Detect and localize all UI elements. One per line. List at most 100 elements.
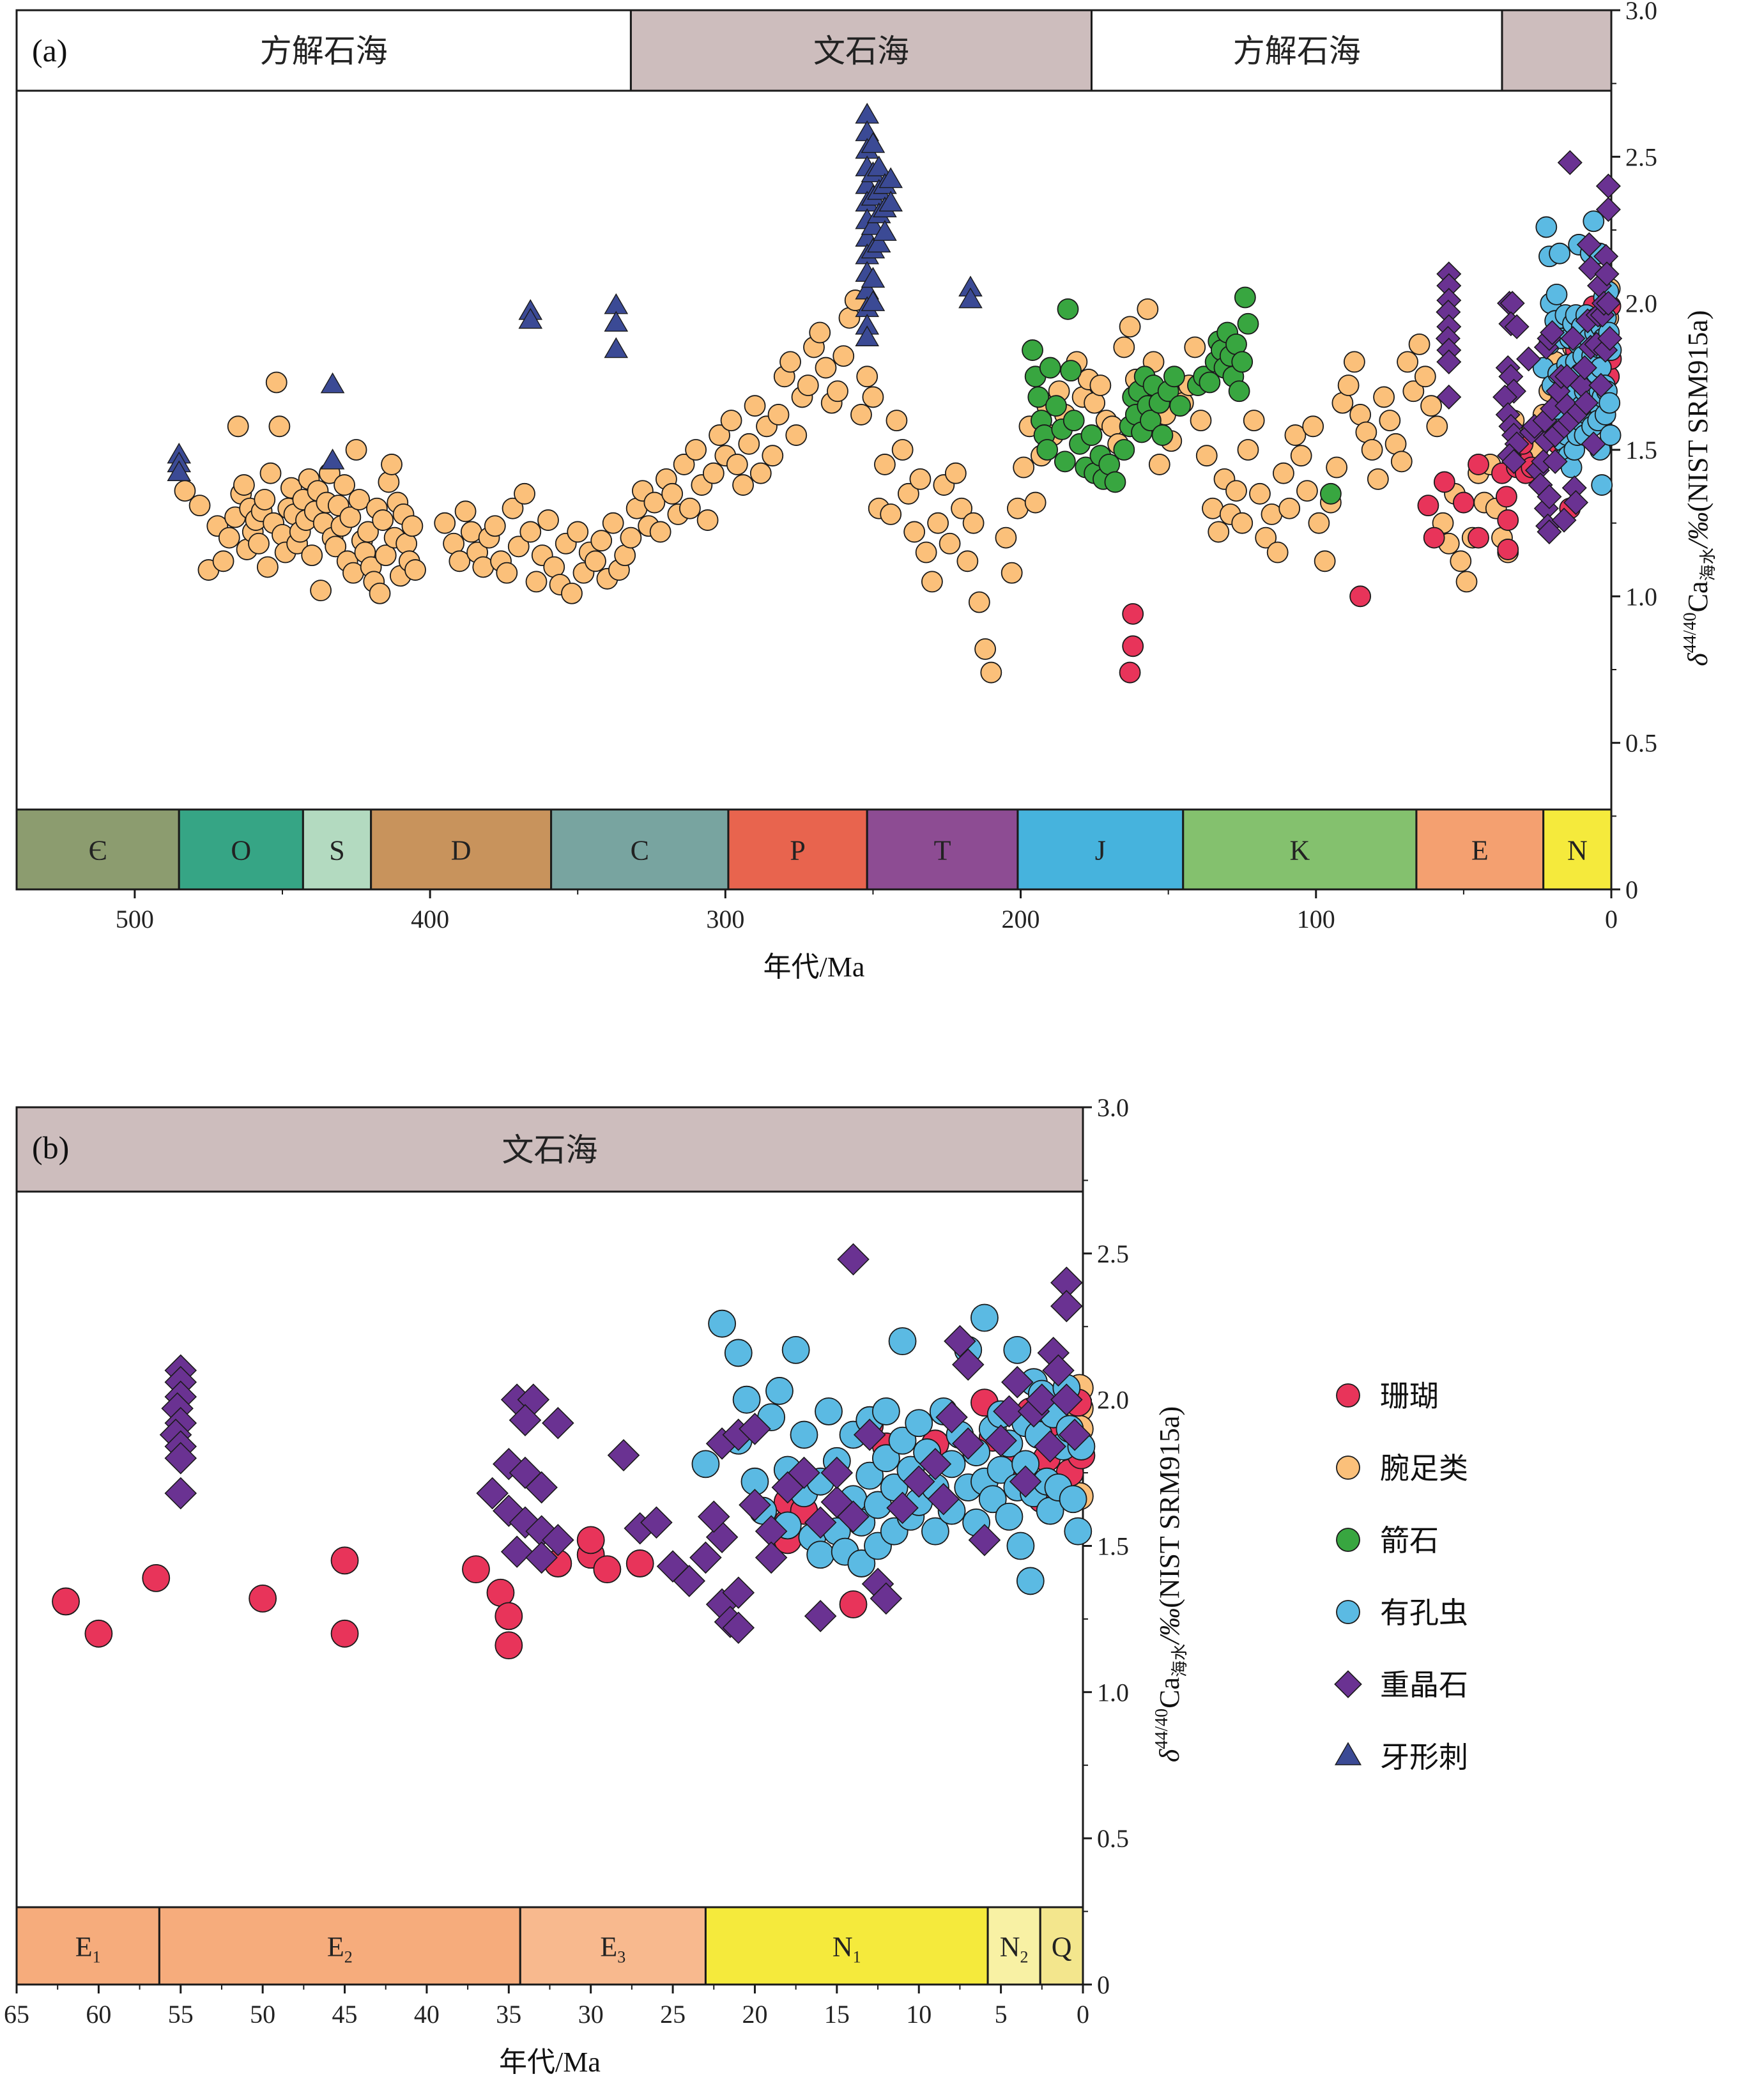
period-label: J <box>1095 835 1106 866</box>
data-point <box>1022 339 1043 361</box>
sea-band <box>1090 9 1503 92</box>
data-point <box>602 512 624 534</box>
data-point <box>188 495 211 517</box>
sea-bands: 方解石海 文石海 方解石海 <box>15 9 1613 92</box>
data-point <box>1199 371 1221 394</box>
data-point <box>525 571 548 593</box>
data-point <box>1468 526 1489 549</box>
data-point <box>861 214 886 235</box>
data-point <box>164 1477 197 1510</box>
data-point <box>1148 454 1170 475</box>
data-point <box>496 562 518 584</box>
data-point <box>1266 541 1289 564</box>
data-point <box>607 1439 640 1471</box>
data-point <box>779 351 801 373</box>
x-tick-label: 25 <box>660 2000 686 2029</box>
x-tick-label: 20 <box>742 2000 767 2029</box>
data-point <box>1025 1383 1059 1416</box>
y-axis-label: δ44/40Ca海水/‰(NIST SRM915a) <box>1680 310 1718 666</box>
data-point <box>301 544 323 567</box>
data-point <box>1450 550 1472 572</box>
data-point <box>1361 439 1383 461</box>
data-point <box>866 155 891 176</box>
x-tick-label: 30 <box>578 2000 604 2029</box>
sea-band-label: 方解石海 <box>260 33 388 69</box>
data-point <box>891 439 914 461</box>
data-point <box>951 497 973 519</box>
data-point <box>1537 484 1562 509</box>
data-point <box>1468 454 1489 475</box>
data-point <box>915 541 937 564</box>
data-point <box>1190 410 1212 432</box>
data-point <box>320 449 345 470</box>
data-point <box>909 468 932 490</box>
x-tick-label: 45 <box>332 2000 358 2029</box>
data-point <box>1402 380 1425 403</box>
data-point <box>827 380 848 403</box>
data-point <box>797 374 819 396</box>
data-point <box>1080 424 1103 446</box>
data-point <box>738 433 760 455</box>
y-tick-label: 2.5 <box>1625 142 1657 171</box>
data-point <box>878 167 903 188</box>
data-point <box>576 1526 605 1555</box>
x-axis: 500 400 300 200 100 0 年代/Ma <box>116 889 1618 983</box>
data-point <box>1563 490 1589 516</box>
data-point <box>978 1485 1007 1514</box>
data-point <box>1452 491 1475 514</box>
data-point <box>837 1243 870 1276</box>
series-牙形刺 <box>167 102 983 481</box>
x-tick-label: 10 <box>906 2000 932 2029</box>
data-point <box>1326 456 1348 479</box>
data-point <box>484 515 506 537</box>
data-point <box>861 132 886 153</box>
data-point <box>679 497 701 519</box>
data-point <box>1273 462 1294 484</box>
data-point <box>1089 374 1112 396</box>
data-point <box>1501 449 1526 474</box>
data-point <box>873 220 897 241</box>
x-axis-label: 年代/Ma <box>763 951 865 983</box>
data-point <box>1574 390 1599 416</box>
data-point <box>1006 1532 1035 1560</box>
y-tick-label: 3.0 <box>1097 1093 1129 1122</box>
data-point <box>874 454 896 475</box>
data-point <box>685 439 707 461</box>
period-box <box>158 1906 521 1986</box>
y-axis: 0 0.5 1.0 1.5 2.0 2.5 3.0 δ44/40Ca海水/‰(NIST SRM… <box>1083 1093 1190 1999</box>
data-point <box>697 1500 730 1533</box>
y-axis: 0 0.5 1.0 1.5 2.0 2.5 3.0 δ44/40Ca海水/‰(NIST SRM… <box>1611 0 1718 904</box>
data-point <box>902 1465 935 1498</box>
data-point <box>886 410 908 432</box>
data-point <box>493 1448 525 1480</box>
x-tick-label: 50 <box>250 2000 275 2029</box>
data-point <box>320 372 345 394</box>
data-point <box>212 550 234 572</box>
y-axis-label: δ44/40Ca海水/‰(NIST SRM915a) <box>1152 1406 1190 1762</box>
data-point <box>462 1555 490 1584</box>
data-point <box>625 1549 654 1578</box>
data-point <box>1414 365 1436 388</box>
data-point <box>1436 349 1462 374</box>
data-point <box>1551 507 1577 533</box>
data-point <box>643 491 666 514</box>
data-point <box>1497 509 1519 531</box>
sea-band-label: 文石海 <box>502 1132 598 1168</box>
period-label: E <box>1471 835 1489 866</box>
x-tick-label: 35 <box>496 2000 521 2029</box>
data-point <box>357 521 379 543</box>
data-point <box>164 1441 197 1475</box>
data-point <box>249 1584 277 1613</box>
data-point <box>84 1619 113 1648</box>
period-label: O <box>231 835 251 866</box>
legend-marker <box>1336 1600 1360 1624</box>
data-point <box>1009 1465 1042 1498</box>
y-tick-label: 1.5 <box>1097 1532 1129 1561</box>
data-point <box>1163 365 1185 388</box>
data-point <box>1054 450 1076 473</box>
y-tick-label: 1.0 <box>1097 1678 1129 1707</box>
data-point <box>781 1335 810 1364</box>
data-point <box>809 321 831 344</box>
